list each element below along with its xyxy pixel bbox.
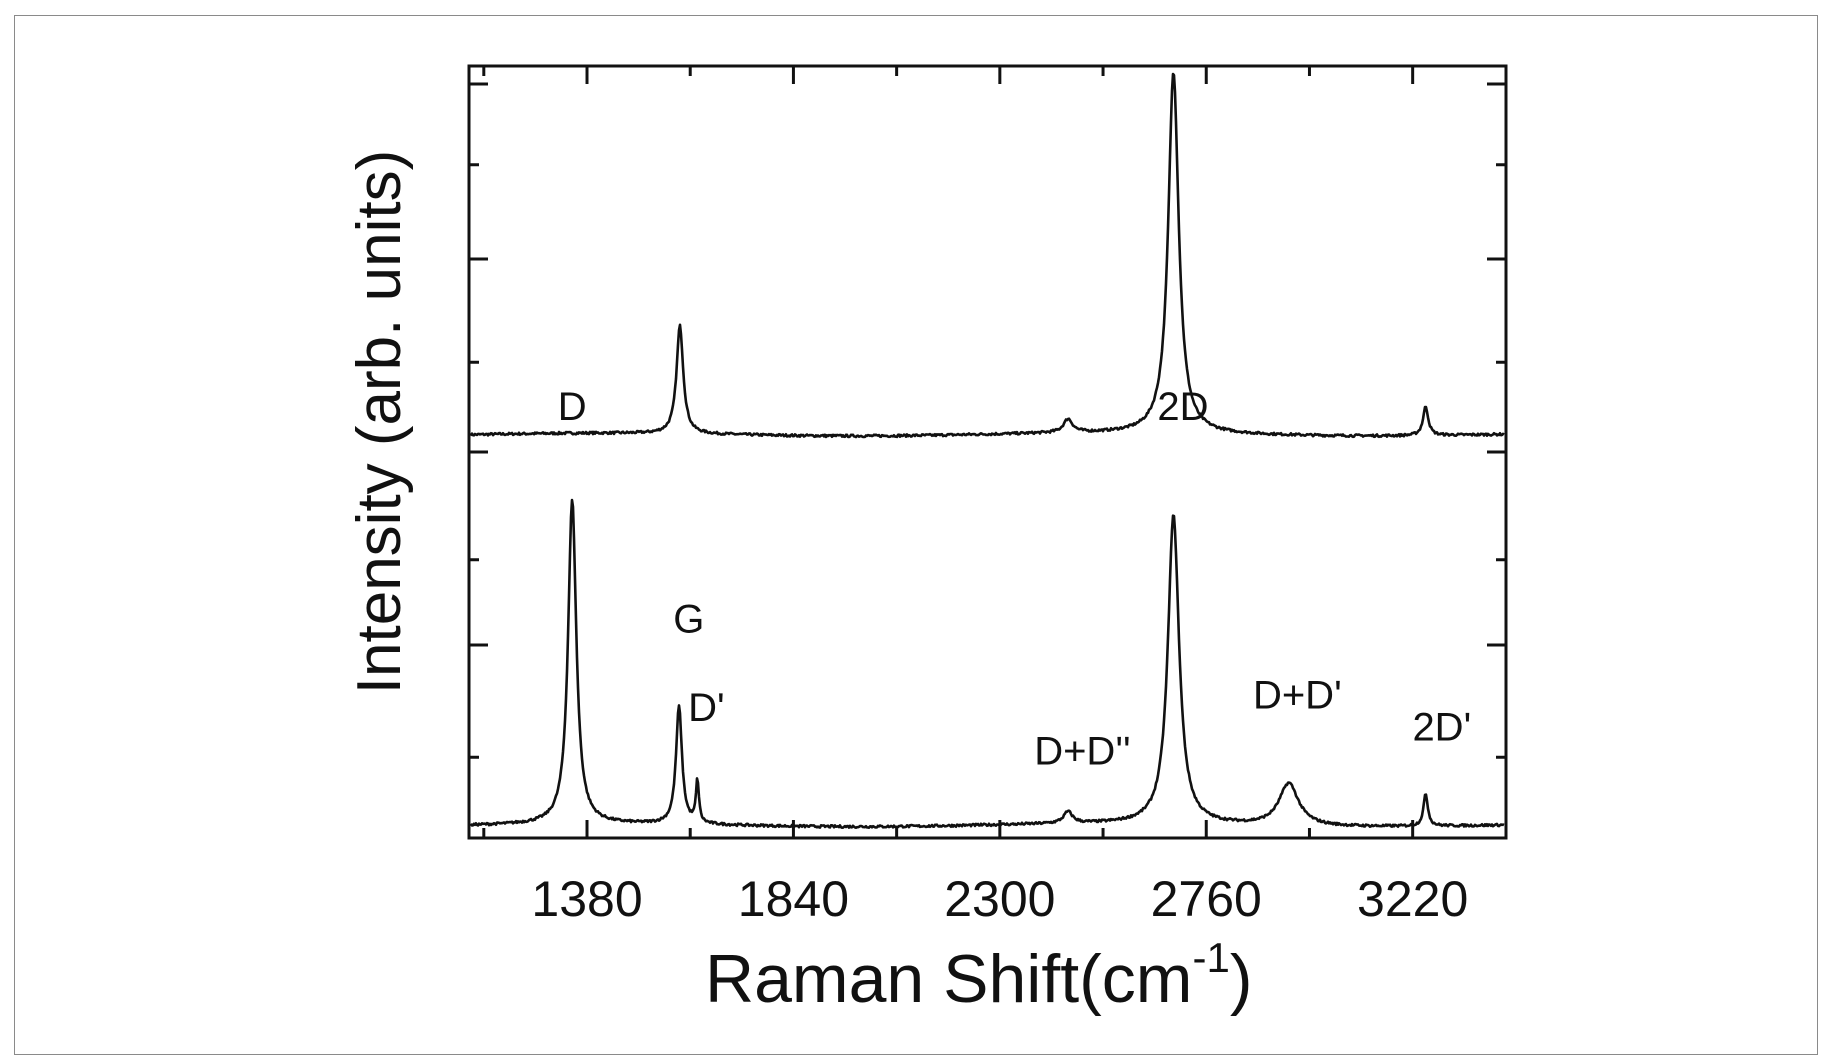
x-tick-labels: 1380 1840 2300 2760 3220 bbox=[531, 871, 1468, 927]
peak-label: 2D' bbox=[1412, 706, 1471, 750]
x-tick-label: 1840 bbox=[738, 871, 849, 927]
x-tick-label: 1380 bbox=[531, 871, 642, 927]
x-tick-label: 2760 bbox=[1151, 871, 1262, 927]
peak-label: D+D' bbox=[1253, 674, 1342, 718]
peak-label: D' bbox=[688, 686, 725, 730]
peak-label: G bbox=[673, 597, 704, 641]
plot-area-border bbox=[467, 64, 1508, 840]
spectrum-traces bbox=[469, 72, 1505, 829]
spectrum-line-1 bbox=[469, 498, 1505, 829]
peak-label: D bbox=[558, 385, 587, 429]
x-axis-label-superscript: -1 bbox=[1192, 934, 1229, 981]
peak-annotations: D G D' 2D D+D'' D+D' 2D' bbox=[558, 385, 1471, 774]
axis-ticks bbox=[469, 66, 1506, 840]
peak-label: D+D'' bbox=[1034, 730, 1130, 774]
x-tick-label: 3220 bbox=[1357, 871, 1468, 927]
y-axis-label: Intensity (arb. units) bbox=[345, 150, 414, 694]
x-axis-label-main: Raman Shift(cm bbox=[705, 941, 1192, 1017]
x-axis-label-close: ) bbox=[1230, 941, 1253, 1017]
spectrum-line-0 bbox=[469, 72, 1505, 439]
peak-label: 2D bbox=[1157, 385, 1208, 429]
x-tick-label: 2300 bbox=[944, 871, 1055, 927]
x-axis-label: Raman Shift(cm-1) bbox=[705, 934, 1252, 1017]
